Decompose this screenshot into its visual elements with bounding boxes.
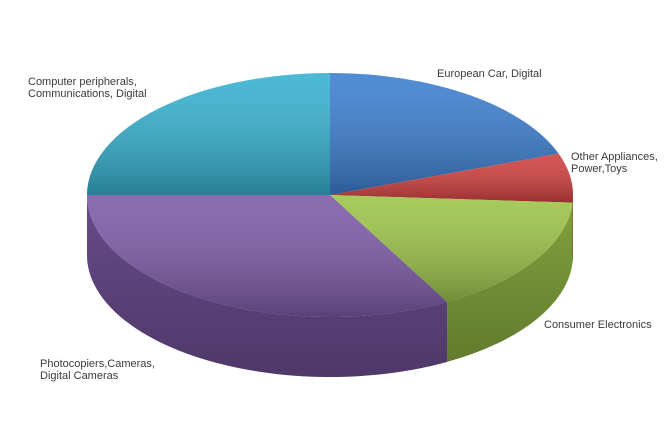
pie-slice: [87, 73, 330, 195]
slice-label-line: Photocopiers,Cameras,: [40, 358, 155, 370]
slice-label-line: Communications, Digital: [28, 88, 147, 100]
pie-side-wall: [447, 202, 573, 362]
pie-slice: [330, 73, 559, 195]
slice-label: Photocopiers,Cameras, Digital Cameras: [40, 358, 155, 382]
slice-label-line: Computer peripherals,: [28, 76, 137, 88]
slice-label: Consumer Electronics: [544, 319, 652, 331]
slice-label-line: Other Appliances,: [571, 151, 658, 163]
slice-label: European Car, Digital: [437, 68, 542, 80]
pie-slice: [330, 195, 573, 302]
slice-label-line: European Car, Digital: [437, 68, 542, 80]
slice-label-line: Consumer Electronics: [544, 319, 652, 331]
slice-label: Computer peripherals, Communications, Dig…: [28, 76, 147, 100]
slice-label-line: Power,Toys: [571, 163, 628, 175]
pie-slice: [330, 153, 573, 203]
pie-slice: [87, 195, 448, 317]
slice-label-line: Digital Cameras: [40, 370, 119, 382]
pie-side-wall: [87, 195, 448, 377]
slice-label: Other Appliances, Power,Toys: [571, 151, 658, 175]
